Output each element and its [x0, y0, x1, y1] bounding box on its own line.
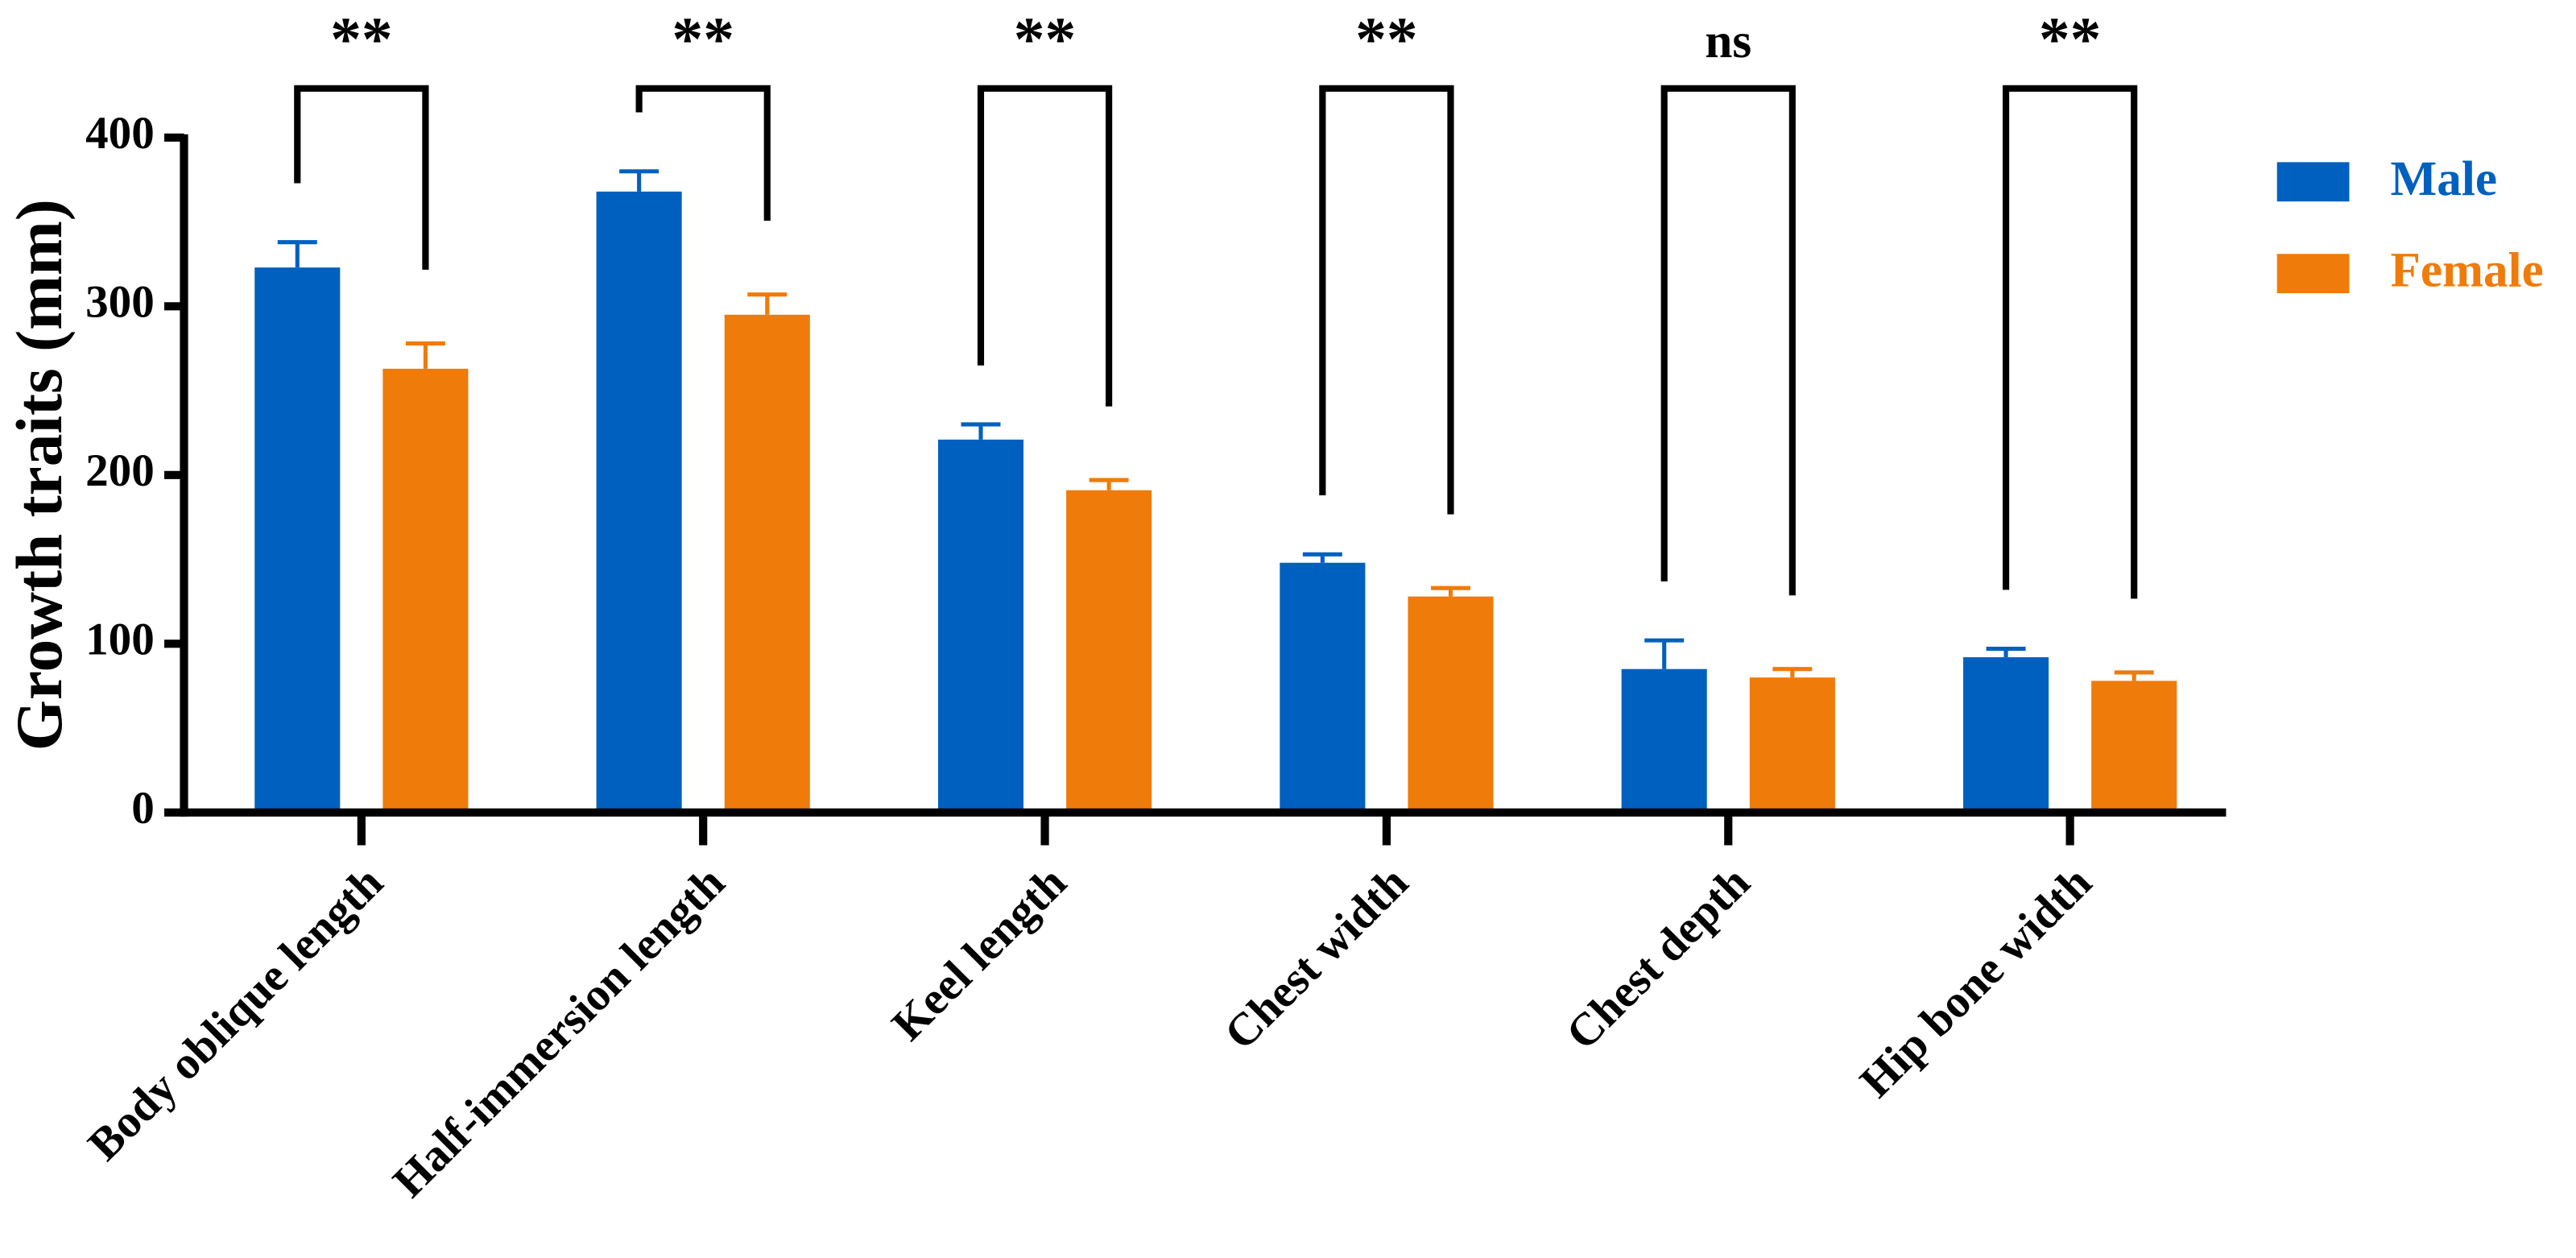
significance-bracket	[635, 85, 771, 221]
significance-label: **	[330, 5, 393, 74]
x-tick-label: Chest width	[1215, 857, 1418, 1059]
significance-bracket	[294, 85, 429, 270]
bar	[596, 191, 682, 813]
bar	[1280, 562, 1366, 813]
significance-label: **	[1014, 5, 1077, 74]
significance-label: **	[1355, 5, 1418, 74]
significance-bracket	[977, 85, 1113, 407]
y-axis-label: Growth traits (mm)	[2, 199, 76, 751]
bar	[2091, 681, 2177, 813]
significance-bracket	[2002, 85, 2138, 599]
bar	[1621, 668, 1707, 813]
legend-swatch	[2276, 162, 2350, 202]
legend-label: Female	[2390, 244, 2543, 298]
bar	[724, 314, 810, 813]
significance-bracket	[1660, 85, 1796, 596]
x-tick-label: Keel length	[883, 857, 1077, 1050]
significance-label: **	[2039, 5, 2102, 74]
x-tick-label: Chest depth	[1557, 857, 1759, 1059]
y-tick-label: 200	[85, 445, 155, 496]
bar	[937, 439, 1024, 813]
bar	[1749, 677, 1835, 813]
y-tick-label: 0	[131, 783, 155, 834]
bar	[1408, 596, 1494, 813]
y-tick-label: 400	[85, 108, 155, 159]
x-tick-label: Half-immersion length	[383, 857, 734, 1207]
y-tick-label: 100	[85, 614, 155, 664]
y-tick-label: 300	[85, 276, 155, 327]
bar	[254, 267, 341, 813]
legend-swatch	[2276, 254, 2350, 294]
x-tick-label: Hip bone width	[1850, 857, 2102, 1107]
x-tick-label: Body oblique length	[79, 857, 393, 1170]
significance-bracket	[1319, 85, 1454, 515]
significance-label: **	[672, 5, 734, 74]
bar	[1066, 490, 1152, 813]
bar	[1963, 657, 2049, 813]
legend-label: Male	[2390, 152, 2497, 206]
bar	[382, 368, 469, 813]
significance-label: ns	[1705, 14, 1751, 68]
